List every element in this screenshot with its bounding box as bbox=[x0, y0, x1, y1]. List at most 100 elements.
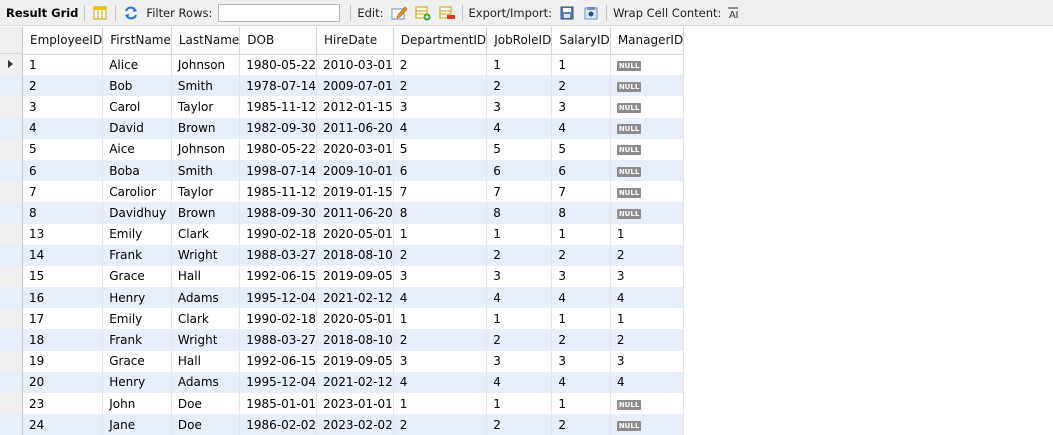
cell-employeeid[interactable]: 8 bbox=[23, 202, 104, 224]
table-row[interactable]: 14 Frank Wright 1988-03-27 2018-08-10 2 2 2 2 bbox=[23, 244, 685, 266]
cell-jobroleid[interactable]: 1 bbox=[486, 308, 553, 330]
cell-jobroleid[interactable]: 4 bbox=[486, 371, 553, 393]
table-row[interactable]: 20 Henry Adams 1995-12-04 2021-02-12 4 4 4 4 bbox=[23, 371, 685, 393]
cell-firstname[interactable]: Emily bbox=[102, 223, 172, 245]
cell-hiredate[interactable]: 2020-05-01 bbox=[316, 308, 394, 330]
cell-departmentid[interactable]: 2 bbox=[393, 54, 488, 76]
cell-dob[interactable]: 1992-06-15 bbox=[239, 265, 318, 288]
cell-lastname[interactable]: Doe bbox=[171, 414, 241, 435]
row-selector[interactable] bbox=[0, 287, 22, 309]
cell-employeeid[interactable]: 6 bbox=[23, 159, 104, 182]
row-selector[interactable] bbox=[0, 351, 22, 372]
cell-employeeid[interactable]: 17 bbox=[23, 308, 104, 330]
cell-jobroleid[interactable]: 2 bbox=[486, 414, 553, 435]
table-row[interactable]: 1 Alice Johnson 1980-05-22 2010-03-01 2 1 1 NULL bbox=[23, 54, 685, 76]
cell-departmentid[interactable]: 3 bbox=[393, 350, 488, 372]
cell-jobroleid[interactable]: 1 bbox=[486, 223, 553, 245]
cell-employeeid[interactable]: 3 bbox=[23, 96, 104, 118]
table-row[interactable]: 17 Emily Clark 1990-02-18 2020-05-01 1 1 1 1 bbox=[23, 308, 685, 330]
cell-firstname[interactable]: Jane bbox=[102, 414, 172, 435]
cell-departmentid[interactable]: 4 bbox=[393, 287, 488, 309]
column-header-salaryid[interactable]: SalaryID bbox=[551, 27, 611, 55]
cell-salaryid[interactable]: 4 bbox=[551, 117, 611, 139]
cell-departmentid[interactable]: 2 bbox=[393, 414, 488, 435]
cell-jobroleid[interactable]: 6 bbox=[486, 159, 553, 182]
refresh-icon[interactable] bbox=[122, 5, 140, 21]
table-row[interactable]: 3 Carol Taylor 1985-11-12 2012-01-15 3 3 3 NULL bbox=[23, 96, 685, 118]
cell-employeeid[interactable]: 23 bbox=[23, 393, 104, 415]
cell-dob[interactable]: 1985-11-12 bbox=[239, 181, 318, 203]
cell-lastname[interactable]: Wright bbox=[171, 244, 241, 266]
row-selector[interactable] bbox=[0, 244, 22, 266]
cell-hiredate[interactable]: 2012-01-15 bbox=[316, 96, 394, 118]
cell-jobroleid[interactable]: 8 bbox=[486, 202, 553, 224]
cell-managerid[interactable]: 4 bbox=[610, 287, 685, 309]
cell-hiredate[interactable]: 2011-06-20 bbox=[316, 117, 394, 139]
cell-dob[interactable]: 1978-07-14 bbox=[239, 75, 318, 97]
cell-dob[interactable]: 1982-09-30 bbox=[239, 117, 318, 139]
row-selector[interactable] bbox=[0, 159, 22, 182]
cell-lastname[interactable]: Johnson bbox=[171, 138, 241, 160]
cell-hiredate[interactable]: 2019-09-05 bbox=[316, 350, 394, 372]
cell-hiredate[interactable]: 2009-07-01 bbox=[316, 75, 394, 97]
cell-departmentid[interactable]: 7 bbox=[393, 181, 488, 203]
cell-hiredate[interactable]: 2020-03-01 bbox=[316, 138, 394, 160]
column-header-hiredate[interactable]: HireDate bbox=[316, 27, 394, 55]
cell-salaryid[interactable]: 8 bbox=[551, 202, 611, 224]
cell-employeeid[interactable]: 1 bbox=[23, 54, 104, 76]
cell-managerid[interactable]: 2 bbox=[610, 244, 685, 266]
cell-managerid[interactable]: NULL bbox=[610, 202, 685, 224]
cell-lastname[interactable]: Taylor bbox=[171, 181, 241, 203]
cell-salaryid[interactable]: 1 bbox=[551, 308, 611, 330]
cell-lastname[interactable]: Doe bbox=[171, 393, 241, 415]
cell-jobroleid[interactable]: 2 bbox=[486, 75, 553, 97]
cell-hiredate[interactable]: 2023-02-02 bbox=[316, 414, 394, 435]
cell-hiredate[interactable]: 2019-01-15 bbox=[316, 181, 394, 203]
cell-dob[interactable]: 1995-12-04 bbox=[239, 287, 318, 309]
cell-firstname[interactable]: Grace bbox=[102, 265, 172, 288]
cell-salaryid[interactable]: 1 bbox=[551, 223, 611, 245]
cell-managerid[interactable]: 3 bbox=[610, 265, 685, 288]
cell-salaryid[interactable]: 4 bbox=[551, 287, 611, 309]
cell-firstname[interactable]: Henry bbox=[102, 287, 172, 309]
cell-firstname[interactable]: Carol bbox=[102, 96, 172, 118]
cell-jobroleid[interactable]: 3 bbox=[486, 350, 553, 372]
cell-managerid[interactable]: 2 bbox=[610, 329, 685, 351]
table-row[interactable]: 18 Frank Wright 1988-03-27 2018-08-10 2 2 2 2 bbox=[23, 329, 685, 351]
row-selector[interactable] bbox=[0, 224, 22, 245]
cell-departmentid[interactable]: 3 bbox=[393, 96, 488, 118]
cell-salaryid[interactable]: 6 bbox=[551, 159, 611, 182]
cell-dob[interactable]: 1988-03-27 bbox=[239, 244, 318, 266]
cell-managerid[interactable]: NULL bbox=[610, 393, 685, 415]
cell-hiredate[interactable]: 2009-10-01 bbox=[316, 159, 394, 182]
cell-dob[interactable]: 1985-01-01 bbox=[239, 393, 318, 415]
cell-salaryid[interactable]: 1 bbox=[551, 393, 611, 415]
table-row[interactable]: 16 Henry Adams 1995-12-04 2021-02-12 4 4 4 4 bbox=[23, 287, 685, 309]
cell-employeeid[interactable]: 7 bbox=[23, 181, 104, 203]
cell-employeeid[interactable]: 19 bbox=[23, 350, 104, 372]
cell-firstname[interactable]: Bob bbox=[102, 75, 172, 97]
cell-lastname[interactable]: Wright bbox=[171, 329, 241, 351]
cell-firstname[interactable]: Henry bbox=[102, 371, 172, 393]
cell-firstname[interactable]: Alice bbox=[102, 54, 172, 76]
cell-managerid[interactable]: NULL bbox=[610, 96, 685, 118]
cell-hiredate[interactable]: 2011-06-20 bbox=[316, 202, 394, 224]
cell-employeeid[interactable]: 2 bbox=[23, 75, 104, 97]
cell-lastname[interactable]: Adams bbox=[171, 371, 241, 393]
cell-managerid[interactable]: NULL bbox=[610, 181, 685, 203]
cell-jobroleid[interactable]: 3 bbox=[486, 96, 553, 118]
cell-dob[interactable]: 1985-11-12 bbox=[239, 96, 318, 118]
row-selector[interactable] bbox=[0, 117, 22, 139]
cell-jobroleid[interactable]: 7 bbox=[486, 181, 553, 203]
cell-lastname[interactable]: Taylor bbox=[171, 96, 241, 118]
row-selector[interactable] bbox=[0, 75, 22, 97]
import-icon[interactable] bbox=[582, 5, 600, 21]
insert-row-icon[interactable] bbox=[414, 5, 432, 21]
cell-employeeid[interactable]: 15 bbox=[23, 265, 104, 288]
cell-managerid[interactable]: NULL bbox=[610, 414, 685, 435]
cell-lastname[interactable]: Hall bbox=[171, 350, 241, 372]
cell-hiredate[interactable]: 2010-03-01 bbox=[316, 54, 394, 76]
cell-hiredate[interactable]: 2021-02-12 bbox=[316, 371, 394, 393]
table-row[interactable]: 13 Emily Clark 1990-02-18 2020-05-01 1 1 1 1 bbox=[23, 223, 685, 245]
cell-managerid[interactable]: NULL bbox=[610, 159, 685, 182]
